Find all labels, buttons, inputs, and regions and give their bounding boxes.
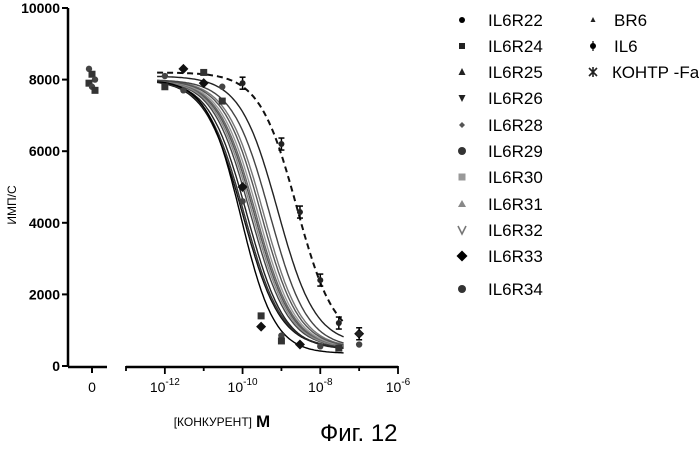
y-tick-label: 0 [52, 358, 60, 374]
x-axis-unit: M [256, 412, 270, 431]
y-axis-label: ИМП/С [5, 185, 19, 225]
data-point [161, 83, 168, 90]
legend-label-col2-0: BR6 [614, 11, 647, 30]
x-axis-label: [КОНКУРЕНТ] [174, 415, 252, 429]
data-point [317, 343, 323, 349]
series-curve--fab [157, 73, 344, 323]
legend-marker-il6r25 [459, 68, 466, 75]
control-point [317, 277, 323, 283]
legend-label-il6r28: IL6R28 [488, 116, 543, 135]
y-tick-label: 2000 [29, 286, 60, 302]
legend-label-il6r22: IL6R22 [488, 11, 543, 30]
x-tick-label: 10-8 [308, 377, 333, 395]
legend-marker-il6r28 [459, 122, 465, 128]
series-curve-il6r29 [157, 81, 344, 346]
legend-label-col2-1: IL6 [614, 37, 638, 56]
legend-label-il6r29: IL6R29 [488, 142, 543, 161]
legend-label-il6r32: IL6R32 [488, 221, 543, 240]
x-tick-label: 10-6 [386, 377, 411, 395]
legend-label-il6r34: IL6R34 [488, 280, 543, 299]
x-tick-label-zero: 0 [88, 379, 96, 395]
control-point [356, 331, 362, 337]
data-point-zero [92, 76, 98, 82]
x-tick-label: 10-12 [150, 377, 180, 395]
legend-marker-il6r22 [459, 17, 465, 23]
legend-label-il6r25: IL6R25 [488, 63, 543, 82]
data-point [256, 322, 266, 332]
legend-marker-il6r29 [458, 147, 466, 155]
data-point [295, 340, 305, 350]
legend-label-il6r30: IL6R30 [488, 168, 543, 187]
y-tick-label: 6000 [29, 143, 60, 159]
legend-marker-il6r34 [458, 285, 466, 293]
data-point [239, 198, 245, 204]
legend-marker-il6r31 [458, 200, 466, 207]
y-tick-label: 4000 [29, 215, 60, 231]
legend-marker-col2-2 [589, 67, 597, 77]
legend-marker-il6r33 [457, 251, 468, 262]
data-point [335, 345, 342, 352]
legend-marker-il6r32 [458, 226, 466, 234]
x-tick-label: 10-10 [228, 377, 258, 395]
data-point [258, 312, 265, 319]
legend-label-il6r26: IL6R26 [488, 89, 543, 108]
legend-marker-il6r30 [459, 174, 466, 181]
legend-marker-il6r26 [459, 95, 466, 102]
control-point [297, 209, 303, 215]
legend-label-il6r24: IL6R24 [488, 37, 543, 56]
control-point [336, 320, 342, 326]
legend-marker-col2-0 [591, 17, 596, 22]
data-point [162, 73, 168, 79]
legend-marker-il6r24 [459, 43, 465, 49]
control-point [240, 80, 246, 86]
legend-label-col2-2: КОНТР -Fab [612, 63, 699, 82]
data-point [219, 84, 225, 90]
data-point [200, 69, 207, 76]
legend-label-il6r33: IL6R33 [488, 247, 543, 266]
data-point [356, 341, 362, 347]
data-point [180, 87, 186, 93]
y-tick-label: 8000 [29, 72, 60, 88]
data-point-zero [92, 87, 99, 94]
figure-caption: Фиг. 12 [320, 420, 398, 448]
legend-label-il6r31: IL6R31 [488, 195, 543, 214]
data-point [278, 337, 285, 344]
y-tick-label: 10000 [21, 0, 60, 16]
data-point [219, 98, 226, 105]
control-point [278, 141, 284, 147]
